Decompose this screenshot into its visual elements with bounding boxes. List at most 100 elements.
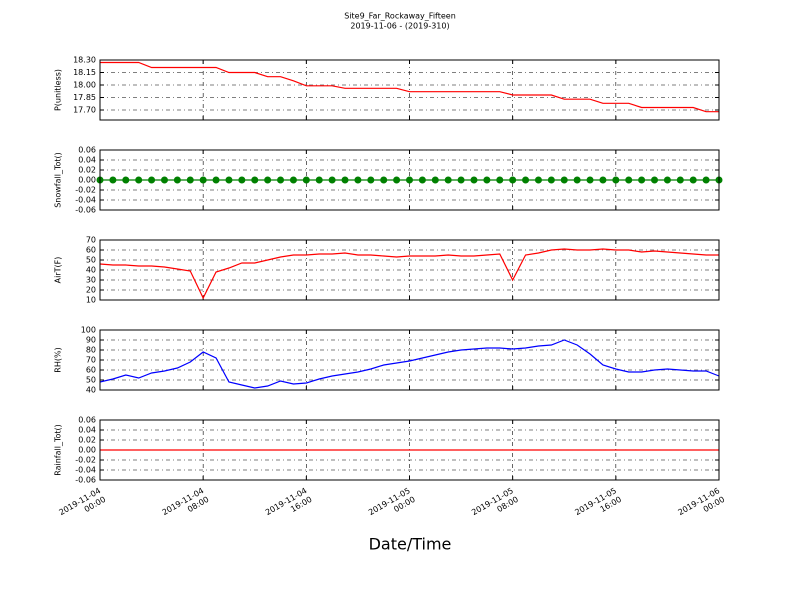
data-point bbox=[470, 176, 478, 184]
data-point bbox=[264, 176, 272, 184]
data-point bbox=[302, 176, 310, 184]
data-point bbox=[586, 176, 594, 184]
x-axis-label: Date/Time bbox=[369, 535, 452, 554]
y-tick-label: -0.02 bbox=[75, 456, 96, 465]
y-tick-label: 18.30 bbox=[73, 56, 96, 65]
y-tick-label: 0.02 bbox=[78, 166, 96, 175]
data-point bbox=[509, 176, 517, 184]
data-point bbox=[277, 176, 285, 184]
data-point bbox=[496, 176, 504, 184]
y-tick-label: 40 bbox=[86, 266, 96, 275]
y-tick-label: 10 bbox=[86, 296, 96, 305]
y-tick-label: 60 bbox=[86, 246, 96, 255]
data-point bbox=[289, 176, 297, 184]
y-tick-label: 17.85 bbox=[73, 93, 96, 102]
y-axis-label: RH(%) bbox=[54, 347, 63, 372]
y-tick-label: 0.06 bbox=[78, 416, 96, 425]
data-point bbox=[367, 176, 375, 184]
data-point bbox=[483, 176, 491, 184]
data-point bbox=[186, 176, 194, 184]
data-point bbox=[148, 176, 156, 184]
data-point bbox=[238, 176, 246, 184]
y-tick-label: 0.06 bbox=[78, 146, 96, 155]
data-line bbox=[100, 61, 719, 113]
chart-subtitle: 2019-11-06 - (2019-310) bbox=[350, 22, 449, 31]
data-point bbox=[663, 176, 671, 184]
data-point bbox=[315, 176, 323, 184]
y-tick-label: 80 bbox=[86, 346, 96, 355]
data-point bbox=[612, 176, 620, 184]
data-point bbox=[173, 176, 181, 184]
y-tick-label: 17.70 bbox=[73, 106, 96, 115]
y-tick-label: -0.04 bbox=[75, 466, 96, 475]
data-point bbox=[393, 176, 401, 184]
axes-frame bbox=[99, 329, 720, 391]
y-axis-label: Snowfall_Tot() bbox=[54, 152, 63, 208]
data-point bbox=[135, 176, 143, 184]
data-point bbox=[406, 176, 413, 184]
data-point bbox=[702, 176, 710, 184]
y-tick-label: 18.15 bbox=[73, 68, 96, 77]
data-point bbox=[638, 176, 646, 184]
y-tick-label: -0.06 bbox=[75, 206, 96, 215]
data-point bbox=[251, 176, 259, 184]
y-tick-label: 18.00 bbox=[73, 81, 96, 90]
y-tick-label: 0.02 bbox=[78, 436, 96, 445]
y-tick-label: -0.02 bbox=[75, 186, 96, 195]
y-tick-label: 0.00 bbox=[78, 176, 96, 185]
data-point bbox=[328, 176, 336, 184]
data-point bbox=[431, 176, 439, 184]
data-point bbox=[573, 176, 581, 184]
data-point bbox=[225, 176, 233, 184]
axes-frame bbox=[99, 239, 720, 301]
y-tick-label: 0.04 bbox=[78, 156, 96, 165]
data-point bbox=[547, 176, 555, 184]
y-tick-label: 30 bbox=[86, 276, 96, 285]
data-point bbox=[651, 176, 659, 184]
data-point bbox=[689, 176, 697, 184]
y-tick-label: 20 bbox=[86, 286, 96, 295]
data-point bbox=[599, 176, 607, 184]
y-tick-label: 0.04 bbox=[78, 426, 96, 435]
data-point bbox=[444, 176, 452, 184]
y-axis-label: AirT(F) bbox=[54, 257, 63, 284]
y-tick-label: 70 bbox=[86, 356, 96, 365]
data-point bbox=[560, 176, 568, 184]
data-point bbox=[534, 176, 542, 184]
data-point bbox=[676, 176, 684, 184]
chart-title: Site9_Far_Rockaway_Fifteen bbox=[344, 12, 456, 21]
data-point bbox=[212, 176, 220, 184]
data-point bbox=[457, 176, 465, 184]
y-tick-label: 70 bbox=[86, 236, 96, 245]
data-line bbox=[99, 248, 719, 300]
y-axis-label: Rainfall_Tot() bbox=[54, 424, 63, 476]
y-tick-label: 60 bbox=[86, 366, 96, 375]
axes-frame bbox=[99, 419, 720, 481]
y-tick-label: 50 bbox=[86, 376, 96, 385]
y-tick-label: -0.04 bbox=[75, 196, 96, 205]
data-point bbox=[122, 176, 130, 184]
data-point bbox=[160, 176, 168, 184]
y-tick-label: 100 bbox=[81, 326, 96, 335]
y-axis-label: P(unitless) bbox=[54, 69, 63, 111]
data-point bbox=[354, 176, 362, 184]
axes-frame bbox=[99, 149, 720, 211]
y-tick-label: 90 bbox=[86, 336, 96, 345]
data-point bbox=[625, 176, 633, 184]
data-point bbox=[380, 176, 388, 184]
y-tick-label: -0.06 bbox=[75, 476, 96, 485]
axes-frame bbox=[99, 59, 720, 121]
data-point bbox=[341, 176, 349, 184]
y-tick-label: 50 bbox=[86, 256, 96, 265]
data-point bbox=[522, 176, 530, 184]
data-line bbox=[99, 339, 720, 389]
y-tick-label: 40 bbox=[86, 386, 96, 395]
